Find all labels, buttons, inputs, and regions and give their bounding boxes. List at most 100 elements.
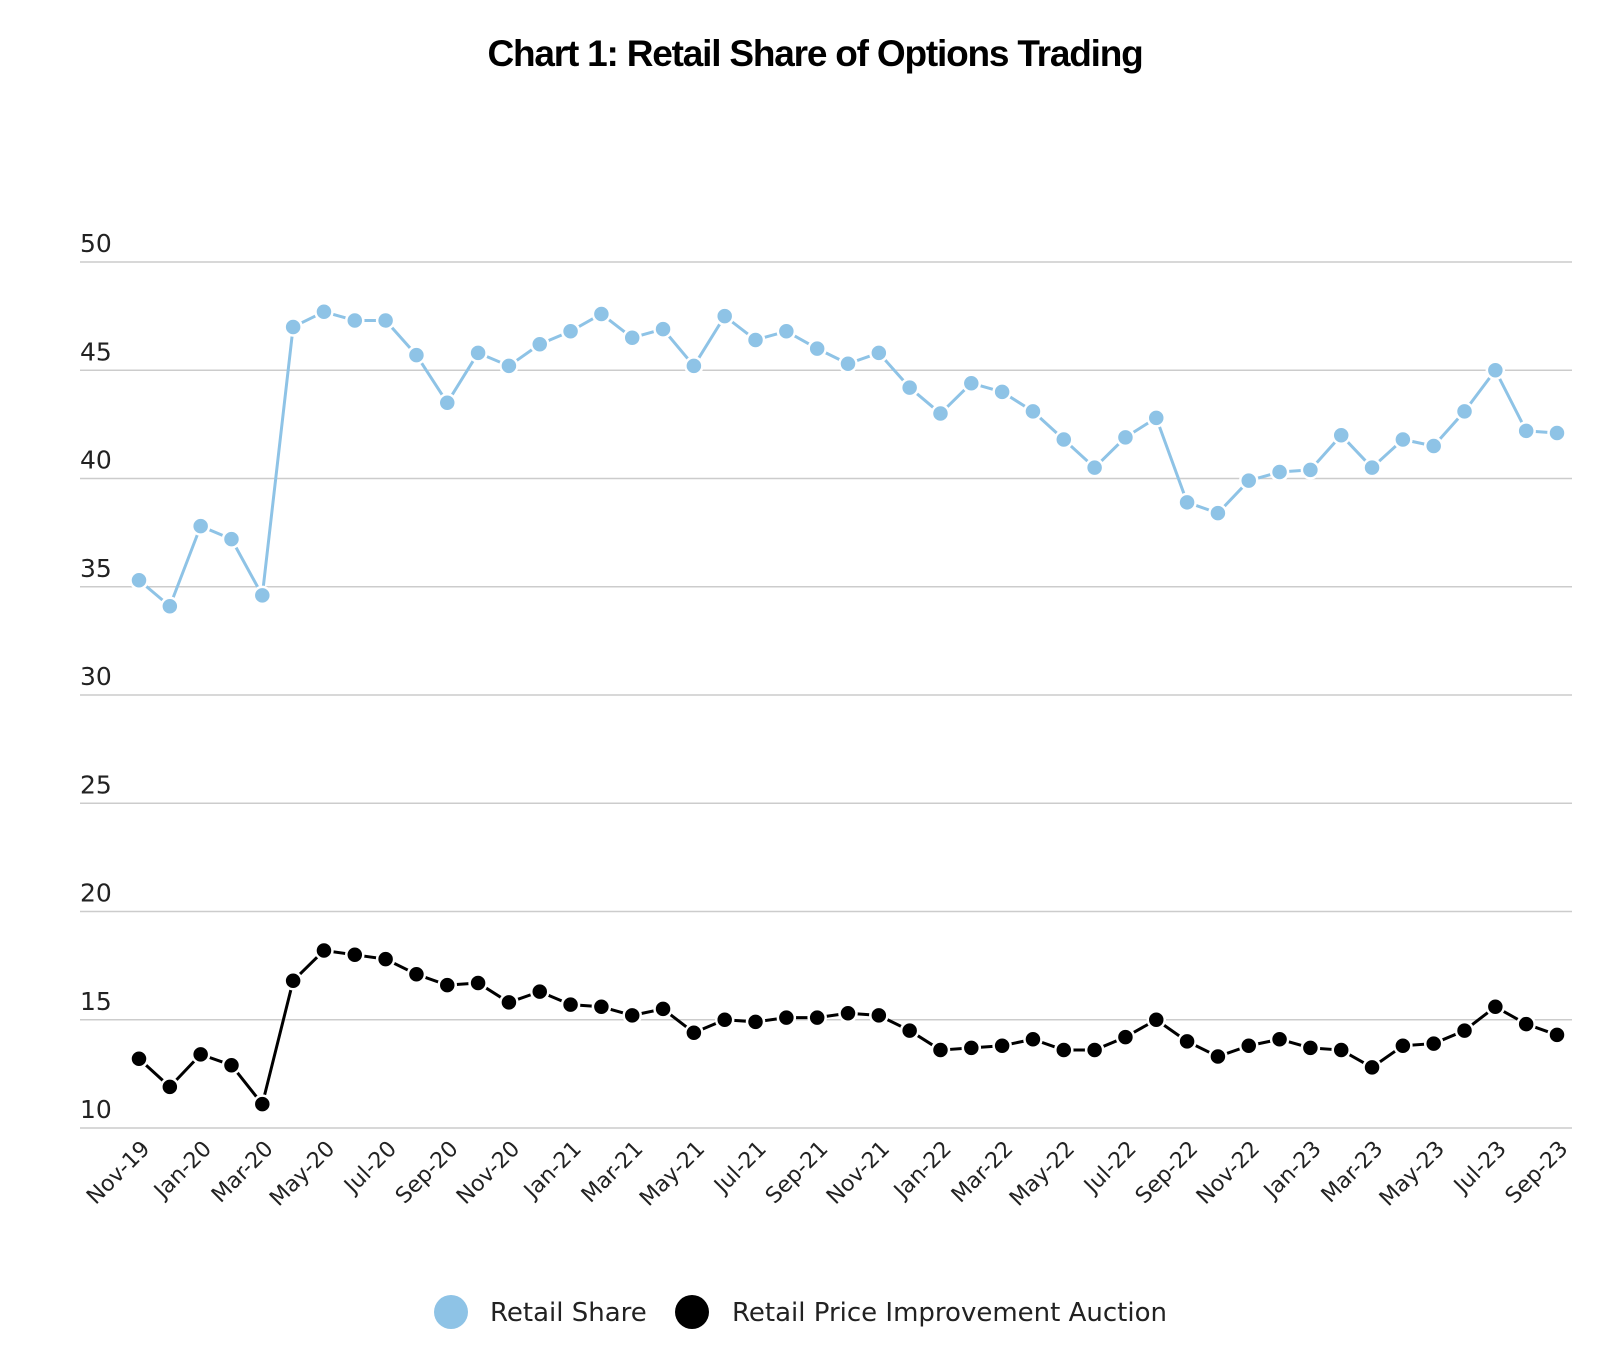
- data-point[interactable]: [1485, 997, 1506, 1017]
- data-point[interactable]: [1177, 1031, 1197, 1052]
- data-point[interactable]: [838, 1003, 858, 1024]
- data-point[interactable]: [468, 973, 488, 993]
- data-point[interactable]: [745, 1012, 766, 1032]
- y-tick-label: 30: [80, 662, 112, 691]
- data-point[interactable]: [314, 940, 334, 961]
- data-point[interactable]: [314, 302, 334, 322]
- data-point[interactable]: [190, 516, 211, 536]
- data-point[interactable]: [1423, 1033, 1444, 1054]
- data-point[interactable]: [1146, 408, 1167, 428]
- legend-label-retail-share: Retail Share: [490, 1298, 647, 1328]
- data-point[interactable]: [961, 373, 982, 393]
- data-point[interactable]: [129, 1048, 149, 1069]
- data-point[interactable]: [899, 1020, 920, 1041]
- data-point[interactable]: [899, 377, 920, 398]
- series-1: [129, 940, 1567, 1114]
- data-point[interactable]: [1454, 401, 1475, 422]
- data-point[interactable]: [622, 1005, 642, 1026]
- data-point[interactable]: [190, 1044, 211, 1065]
- data-point[interactable]: [468, 343, 488, 363]
- data-point[interactable]: [1300, 460, 1321, 480]
- data-point[interactable]: [1454, 1020, 1475, 1041]
- data-point[interactable]: [1054, 429, 1074, 450]
- data-point[interactable]: [252, 1094, 273, 1114]
- data-point[interactable]: [745, 330, 766, 350]
- data-point[interactable]: [283, 317, 303, 337]
- data-point[interactable]: [345, 945, 365, 965]
- data-point[interactable]: [1023, 1029, 1043, 1049]
- data-point[interactable]: [838, 354, 858, 374]
- data-point[interactable]: [1547, 423, 1567, 443]
- data-point[interactable]: [1115, 427, 1136, 448]
- data-point[interactable]: [1547, 1025, 1567, 1045]
- data-point[interactable]: [1485, 360, 1506, 380]
- data-point[interactable]: [1516, 421, 1536, 441]
- data-point[interactable]: [1238, 470, 1259, 491]
- data-point[interactable]: [869, 343, 889, 363]
- data-point[interactable]: [992, 1035, 1012, 1056]
- data-point[interactable]: [591, 304, 612, 324]
- data-point[interactable]: [591, 997, 612, 1017]
- chart-title: Chart 1: Retail Share of Options Trading: [487, 33, 1142, 74]
- data-point[interactable]: [1269, 462, 1290, 482]
- data-point[interactable]: [1423, 436, 1444, 456]
- data-point[interactable]: [1115, 1027, 1136, 1047]
- data-point[interactable]: [1238, 1035, 1259, 1056]
- data-point[interactable]: [1269, 1029, 1290, 1049]
- data-point[interactable]: [714, 306, 735, 326]
- data-point[interactable]: [437, 975, 458, 995]
- data-point[interactable]: [406, 345, 427, 365]
- data-point[interactable]: [1362, 457, 1382, 478]
- data-point[interactable]: [684, 356, 704, 376]
- data-point[interactable]: [1177, 492, 1197, 513]
- y-tick-label: 40: [80, 446, 112, 475]
- data-point[interactable]: [1023, 401, 1043, 422]
- data-point[interactable]: [653, 319, 673, 339]
- data-point[interactable]: [560, 994, 581, 1015]
- data-point[interactable]: [684, 1022, 704, 1043]
- data-point[interactable]: [1393, 1035, 1413, 1056]
- data-point[interactable]: [160, 596, 180, 616]
- data-point[interactable]: [869, 1005, 889, 1026]
- data-point[interactable]: [129, 570, 149, 591]
- data-point[interactable]: [1300, 1038, 1321, 1058]
- data-point[interactable]: [807, 1007, 827, 1028]
- data-point[interactable]: [375, 310, 396, 331]
- data-point[interactable]: [1084, 1040, 1105, 1060]
- data-point[interactable]: [499, 356, 519, 376]
- data-point[interactable]: [1393, 429, 1413, 450]
- data-point[interactable]: [714, 1010, 735, 1030]
- data-point[interactable]: [1208, 1046, 1228, 1067]
- data-point[interactable]: [1331, 1040, 1351, 1060]
- data-point[interactable]: [529, 981, 550, 1002]
- data-point[interactable]: [961, 1038, 982, 1058]
- data-point[interactable]: [776, 1007, 797, 1028]
- data-point[interactable]: [992, 382, 1012, 402]
- y-tick-label: 35: [80, 554, 112, 583]
- data-point[interactable]: [1146, 1010, 1167, 1030]
- data-point[interactable]: [437, 392, 458, 413]
- data-point[interactable]: [560, 321, 581, 342]
- data-point[interactable]: [252, 585, 273, 606]
- data-point[interactable]: [622, 328, 642, 348]
- data-point[interactable]: [499, 992, 519, 1013]
- data-point[interactable]: [1084, 457, 1105, 478]
- data-point[interactable]: [345, 310, 365, 331]
- data-point[interactable]: [1331, 425, 1351, 445]
- data-point[interactable]: [1208, 503, 1228, 523]
- data-point[interactable]: [283, 971, 303, 991]
- data-point[interactable]: [160, 1077, 180, 1097]
- data-point[interactable]: [221, 1055, 242, 1075]
- data-point[interactable]: [406, 964, 427, 985]
- data-point[interactable]: [1516, 1014, 1536, 1034]
- data-point[interactable]: [776, 321, 797, 342]
- data-point[interactable]: [375, 949, 396, 969]
- data-point[interactable]: [1362, 1057, 1382, 1078]
- data-point[interactable]: [1054, 1040, 1074, 1060]
- data-point[interactable]: [221, 529, 242, 549]
- data-point[interactable]: [653, 999, 673, 1019]
- data-point[interactable]: [930, 1040, 951, 1060]
- data-point[interactable]: [930, 403, 951, 424]
- data-point[interactable]: [807, 338, 827, 359]
- data-point[interactable]: [529, 334, 550, 355]
